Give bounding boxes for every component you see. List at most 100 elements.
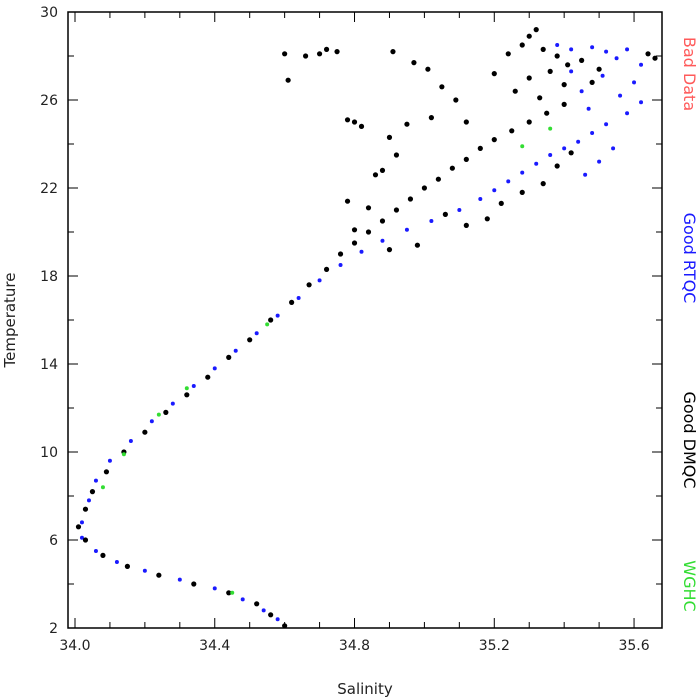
point-good-dmqc-85 [351, 227, 358, 233]
point-good-dmqc-55 [540, 181, 546, 187]
point-good-dmqc-43 [75, 524, 82, 530]
point-wghc-1 [121, 452, 126, 457]
point-wghc-4 [520, 144, 525, 149]
point-good-rtqc-28 [296, 296, 301, 300]
point-good-rtqc-8 [618, 93, 623, 98]
point-good-dmqc-33 [247, 337, 253, 343]
point-good-dmqc-18 [477, 145, 483, 151]
point-good-dmqc-44 [82, 537, 89, 543]
point-good-dmqc-36 [184, 392, 190, 398]
point-good-dmqc-68 [334, 49, 340, 55]
point-good-rtqc-51 [611, 146, 616, 151]
point-good-dmqc-61 [414, 242, 421, 248]
point-good-dmqc-41 [89, 489, 96, 495]
point-good-dmqc-47 [156, 572, 162, 578]
point-good-rtqc-32 [212, 366, 217, 371]
point-good-dmqc-88 [652, 55, 658, 61]
point-good-dmqc-87 [645, 51, 651, 57]
point-good-rtqc-54 [600, 73, 605, 78]
point-good-rtqc-31 [233, 348, 238, 353]
point-good-rtqc-48 [261, 608, 266, 613]
point-good-rtqc-0 [555, 43, 560, 47]
point-good-rtqc-49 [275, 617, 280, 622]
point-good-rtqc-21 [457, 208, 462, 212]
point-good-dmqc-83 [404, 121, 410, 127]
point-good-dmqc-63 [316, 51, 323, 57]
scatter-marks [75, 27, 658, 629]
y-axis-title: Temperature [1, 272, 19, 368]
point-good-dmqc-3 [554, 53, 560, 59]
point-good-dmqc-76 [390, 49, 396, 55]
point-good-dmqc-69 [344, 117, 351, 123]
point-good-dmqc-64 [323, 46, 330, 53]
point-good-dmqc-60 [442, 211, 448, 217]
point-good-rtqc-7 [632, 80, 637, 85]
point-good-dmqc-53 [498, 200, 504, 206]
point-good-dmqc-2 [540, 46, 546, 53]
x-axis: 34.0 34.4 34.8 35.2 35.6 [59, 12, 650, 654]
point-good-rtqc-37 [107, 458, 112, 463]
point-good-dmqc-10 [579, 57, 585, 64]
point-good-dmqc-14 [544, 110, 550, 116]
point-good-dmqc-45 [100, 552, 106, 559]
point-good-dmqc-19 [463, 156, 469, 162]
point-good-dmqc-24 [393, 207, 400, 213]
point-good-dmqc-78 [425, 66, 431, 72]
point-good-dmqc-7 [512, 88, 518, 94]
point-good-rtqc-10 [625, 111, 630, 116]
point-wghc-3 [184, 386, 189, 391]
point-good-dmqc-81 [463, 119, 469, 125]
point-good-rtqc-53 [579, 89, 584, 94]
point-good-rtqc-22 [429, 219, 434, 223]
point-good-dmqc-49 [226, 590, 232, 596]
point-good-dmqc-11 [596, 66, 602, 72]
point-good-dmqc-65 [303, 53, 309, 59]
point-good-dmqc-16 [509, 128, 515, 134]
x-tick-label: 34.8 [339, 638, 370, 654]
legend: Bad Data Good RTQC Good DMQC WGHC [680, 37, 699, 612]
point-good-dmqc-1 [533, 27, 539, 33]
point-good-dmqc-31 [289, 299, 295, 305]
point-good-rtqc-12 [590, 131, 595, 135]
point-good-rtqc-33 [191, 384, 196, 388]
point-good-rtqc-16 [534, 161, 539, 166]
point-good-dmqc-91 [491, 71, 497, 77]
point-good-dmqc-4 [565, 62, 571, 68]
point-good-dmqc-20 [449, 165, 455, 171]
point-good-dmqc-82 [428, 115, 434, 121]
point-good-dmqc-70 [351, 119, 358, 125]
point-good-dmqc-30 [306, 282, 312, 288]
point-good-dmqc-13 [561, 101, 567, 107]
point-good-dmqc-5 [547, 68, 553, 74]
y-tick-label: 2 [49, 621, 58, 637]
point-good-dmqc-38 [142, 429, 148, 435]
point-good-rtqc-56 [569, 69, 574, 74]
point-good-dmqc-21 [435, 176, 441, 182]
point-good-dmqc-8 [537, 95, 543, 101]
point-good-rtqc-38 [93, 478, 98, 483]
point-good-dmqc-27 [351, 240, 358, 246]
point-good-dmqc-86 [365, 205, 372, 211]
x-tick-label: 34.0 [59, 638, 90, 654]
point-good-dmqc-77 [411, 60, 417, 66]
point-good-rtqc-39 [86, 498, 91, 503]
point-good-rtqc-46 [212, 586, 217, 591]
point-good-dmqc-40 [103, 469, 110, 475]
point-good-rtqc-50 [597, 159, 602, 164]
point-good-dmqc-32 [268, 317, 274, 323]
point-good-rtqc-26 [338, 263, 343, 267]
point-good-dmqc-72 [386, 134, 393, 140]
point-good-dmqc-50 [254, 601, 260, 607]
point-good-dmqc-28 [337, 251, 344, 257]
point-good-rtqc-23 [404, 227, 409, 232]
point-good-dmqc-48 [191, 581, 197, 587]
x-tick-label: 35.6 [618, 638, 649, 654]
point-good-rtqc-52 [583, 172, 588, 177]
point-wghc-7 [230, 590, 235, 595]
point-good-rtqc-36 [128, 439, 133, 443]
point-good-dmqc-58 [484, 216, 490, 222]
point-good-rtqc-45 [177, 577, 182, 582]
point-good-rtqc-19 [492, 188, 497, 193]
point-good-dmqc-89 [519, 42, 525, 48]
